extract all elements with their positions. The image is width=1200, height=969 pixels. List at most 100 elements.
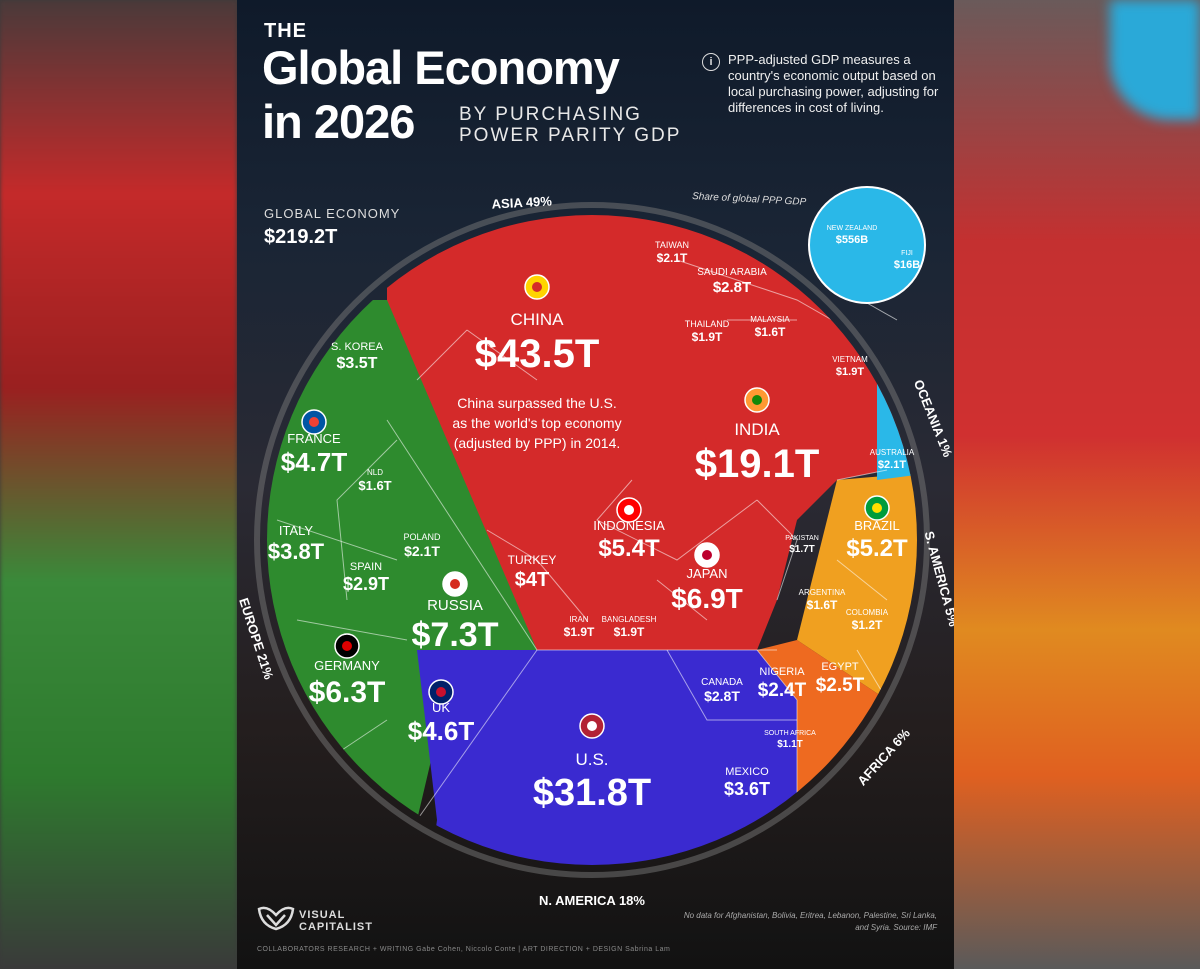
country-value-vietnam: $1.9T (836, 366, 864, 378)
country-label-italy: ITALY (279, 523, 314, 538)
logo-text: VISUAL CAPITALIST (299, 909, 373, 933)
flag-icon (752, 395, 762, 405)
country-label-turkey: TURKEY (508, 553, 557, 567)
flag-icon (450, 579, 460, 589)
chart-ring (254, 202, 930, 878)
china-annotation: as the world's top economy (452, 415, 621, 431)
country-value-taiwan: $2.1T (657, 251, 688, 265)
country-value-pakistan: $1.7T (789, 544, 815, 555)
country-value-u-s: $31.8T (533, 772, 651, 814)
country-label-south-africa: SOUTH AFRICA (764, 730, 816, 737)
country-value-iran: $1.9T (564, 625, 595, 639)
country-label-germany: GERMANY (314, 658, 380, 673)
country-label-bangladesh: BANGLADESH (602, 615, 657, 624)
country-value-russia: $7.3T (412, 616, 499, 654)
visual-capitalist-logo-icon (257, 906, 295, 931)
no-data-note: No data for Afghanistan, Bolivia, Eritre… (683, 911, 937, 932)
flag-icon (309, 417, 319, 427)
country-label-saudi-arabia: SAUDI ARABIA (697, 267, 767, 278)
country-value-canada: $2.8T (704, 688, 740, 704)
region-share-asia: ASIA 49% (491, 193, 552, 211)
country-label-s-korea: S. KOREA (331, 341, 384, 353)
country-value-italy: $3.8T (268, 539, 325, 564)
country-label-egypt: EGYPT (821, 661, 859, 673)
country-value-japan: $6.9T (671, 583, 743, 614)
country-value-poland: $2.1T (404, 543, 440, 559)
flag-icon (702, 550, 712, 560)
flag-icon (532, 282, 542, 292)
title-line-2: in 2026 (262, 95, 415, 148)
country-value-fiji: $16B (894, 259, 920, 271)
global-economy-label: GLOBAL ECONOMY (264, 206, 401, 221)
country-label-india: INDIA (734, 420, 780, 439)
title-prefix: THE (264, 20, 307, 42)
country-label-spain: SPAIN (350, 561, 382, 573)
infographic-poster: THE Global Economy in 2026 BY PURCHASING… (237, 0, 954, 969)
region-share-oceania: OCEANIA 1% (911, 378, 954, 460)
country-label-thailand: THAILAND (685, 319, 730, 329)
country-label-malaysia: MALAYSIA (750, 315, 790, 324)
country-value-china: $43.5T (475, 332, 600, 376)
title-line-1: Global Economy (262, 41, 620, 94)
country-label-russia: RUSSIA (427, 597, 483, 614)
country-label-mexico: MEXICO (725, 766, 769, 778)
country-value-egypt: $2.5T (816, 675, 865, 696)
country-value-malaysia: $1.6T (755, 325, 786, 339)
country-value-germany: $6.3T (309, 676, 386, 709)
country-label-brazil: BRAZIL (854, 518, 900, 533)
country-label-china: CHINA (511, 310, 565, 329)
country-value-saudi-arabia: $2.8T (713, 279, 751, 296)
country-label-new-zealand: NEW ZEALAND (827, 225, 878, 232)
flag-icon (436, 687, 446, 697)
flag-icon (342, 641, 352, 651)
country-label-poland: POLAND (403, 532, 441, 542)
country-label-iran: IRAN (569, 615, 588, 624)
country-label-nld: NLD (367, 468, 383, 477)
voronoi-chart: CHINA $43.5T INDIA $19.1T U.S. $31.8T RUSSIA $7… (237, 186, 954, 908)
global-economy-value: $219.2T (264, 226, 338, 248)
asia-share-note: Share of global PPP GDP (692, 191, 807, 208)
subtitle: BY PURCHASING POWER PARITY GDP (459, 104, 682, 146)
country-label-colombia: COLOMBIA (846, 608, 889, 617)
country-value-india: $19.1T (695, 442, 820, 486)
blurred-background-left (0, 0, 237, 969)
country-label-fiji: FIJI (901, 250, 913, 257)
country-value-nigeria: $2.4T (758, 680, 807, 701)
credits: COLLABORATORS RESEARCH + WRITING Gabe Co… (257, 946, 671, 953)
country-value-brazil: $5.2T (846, 535, 908, 562)
country-value-australia: $2.1T (878, 459, 906, 471)
country-label-nigeria: NIGERIA (759, 666, 805, 678)
flag-icon (872, 503, 882, 513)
china-annotation: (adjusted by PPP) in 2014. (454, 435, 621, 451)
info-icon: i (702, 53, 720, 71)
country-value-spain: $2.9T (343, 574, 389, 594)
country-label-canada: CANADA (701, 677, 743, 688)
country-label-indonesia: INDONESIA (593, 518, 665, 533)
country-value-mexico: $3.6T (724, 779, 770, 799)
country-value-turkey: $4T (515, 569, 549, 591)
region-share-n-america: N. AMERICA 18% (539, 893, 645, 908)
country-label-france: FRANCE (287, 431, 341, 446)
flag-icon (587, 721, 597, 731)
region-north-america (417, 650, 797, 865)
country-label-argentina: ARGENTINA (799, 588, 846, 597)
country-value-new-zealand: $556B (836, 234, 868, 246)
country-label-pakistan: PAKISTAN (785, 535, 819, 542)
country-value-uk: $4.6T (408, 716, 475, 746)
country-value-s-korea: $3.5T (337, 355, 378, 372)
country-label-japan: JAPAN (687, 566, 728, 581)
blurred-background-right (954, 0, 1200, 969)
country-value-south-africa: $1.1T (777, 739, 803, 750)
country-label-australia: AUSTRALIA (870, 448, 915, 457)
country-value-colombia: $1.2T (852, 618, 883, 632)
country-value-thailand: $1.9T (692, 330, 723, 344)
country-value-argentina: $1.6T (807, 598, 838, 612)
info-text: PPP-adjusted GDP measures a country's ec… (728, 52, 939, 115)
country-value-nld: $1.6T (358, 478, 391, 493)
country-value-france: $4.7T (281, 447, 348, 477)
flag-icon (624, 505, 634, 515)
country-label-vietnam: VIETNAM (832, 355, 868, 364)
region-asia (267, 215, 917, 650)
china-annotation: China surpassed the U.S. (457, 395, 617, 411)
country-label-taiwan: TAIWAN (655, 240, 689, 250)
